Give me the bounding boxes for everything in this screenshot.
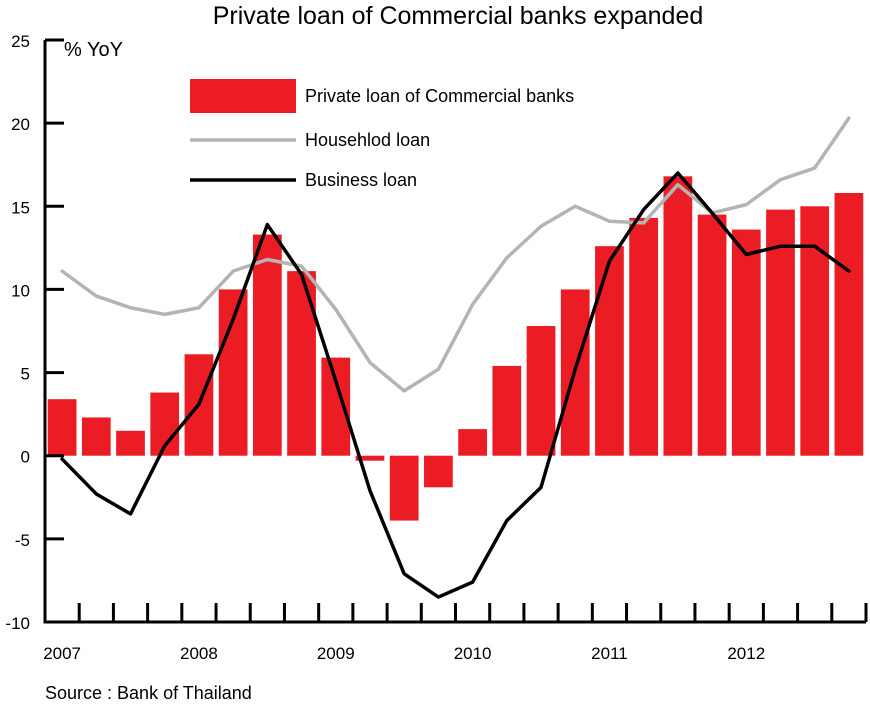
bar-2008Q4 xyxy=(287,271,316,456)
bar-2012Q1 xyxy=(731,229,761,456)
bar-2009Q2 xyxy=(355,455,385,461)
bar-2012Q2 xyxy=(766,209,795,456)
line-series-2 xyxy=(60,171,851,599)
bar-2010Q2 xyxy=(492,365,522,456)
x-tick-label-2011: 2011 xyxy=(591,644,628,663)
x-tick-label-2008: 2008 xyxy=(180,644,218,663)
line-series-1 xyxy=(60,116,851,393)
y-tick-label--5: -5 xyxy=(15,531,30,550)
bar-2011Q4 xyxy=(697,214,727,456)
y-tick-label--10: -10 xyxy=(5,614,30,633)
x-tick-label-2007: 2007 xyxy=(43,644,81,663)
x-tick-label-2012: 2012 xyxy=(727,644,765,663)
legend-label-0: Private loan of Commercial banks xyxy=(305,86,574,106)
bar-2007Q3 xyxy=(116,430,145,456)
bar-2011Q3 xyxy=(663,176,693,456)
bar-2010Q1 xyxy=(458,429,487,456)
y-tick-label-5: 5 xyxy=(21,365,30,384)
y-tick-label-15: 15 xyxy=(11,198,30,217)
bar-2007Q1 xyxy=(47,399,77,456)
y-axis-label: % YoY xyxy=(64,39,123,61)
x-tick-label-2009: 2009 xyxy=(317,644,355,663)
bar-2009Q4 xyxy=(424,455,453,488)
bar-2012Q3 xyxy=(800,206,830,456)
y-tick-label-0: 0 xyxy=(21,448,30,467)
bars-group xyxy=(47,176,864,521)
legend-label-1: Househlod loan xyxy=(305,130,430,150)
bar-2008Q3 xyxy=(252,234,282,456)
bar-2009Q1 xyxy=(321,357,351,456)
x-tick-label-2010: 2010 xyxy=(454,644,492,663)
source-note: Source : Bank of Thailand xyxy=(45,683,252,703)
bar-2009Q3 xyxy=(389,455,419,521)
y-tick-label-10: 10 xyxy=(11,281,30,300)
legend-swatch-0 xyxy=(190,79,296,113)
chart-title: Private loan of Commercial banks expande… xyxy=(213,2,704,30)
legend: Private loan of Commercial banks Househlo… xyxy=(190,79,574,190)
y-tick-label-20: 20 xyxy=(11,115,30,134)
lines-group xyxy=(60,116,851,599)
bar-2007Q2 xyxy=(81,417,111,456)
legend-label-2: Business loan xyxy=(305,170,417,190)
bar-2010Q3 xyxy=(526,326,556,456)
bar-2011Q2 xyxy=(629,217,659,456)
axes-group: -10 -5 0 5 10 15 20 25 2007 2008 2009 2010 2011 2012 xyxy=(5,32,868,663)
bar-2012Q4 xyxy=(834,192,864,456)
bar-2011Q1 xyxy=(595,246,624,456)
y-tick-label-25: 25 xyxy=(11,32,30,51)
